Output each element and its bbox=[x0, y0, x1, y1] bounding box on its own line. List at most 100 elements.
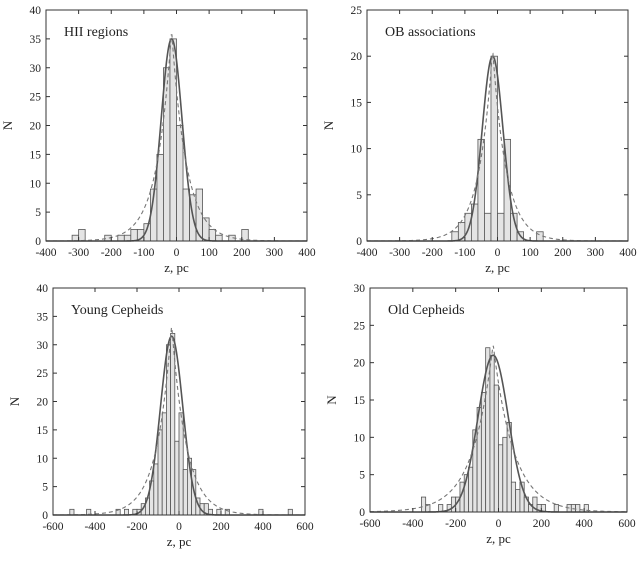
y-tick-label: 15 bbox=[351, 97, 363, 109]
y-tick-label: 30 bbox=[354, 283, 366, 295]
histogram-bar bbox=[493, 384, 499, 513]
y-tick-label: 10 bbox=[354, 432, 366, 444]
histogram-bar bbox=[515, 489, 521, 513]
y-tick-label: 5 bbox=[42, 482, 48, 494]
x-tick-label: -100 bbox=[133, 247, 154, 259]
histogram-bar bbox=[169, 38, 177, 242]
chart-title: OB associations bbox=[385, 25, 476, 40]
y-tick-label: 35 bbox=[37, 311, 49, 323]
x-tick-label: 200 bbox=[212, 521, 230, 533]
chart-title: HII regions bbox=[64, 25, 128, 40]
y-axis-label: N bbox=[7, 396, 22, 406]
histogram-bar bbox=[420, 496, 427, 513]
histogram-bar bbox=[484, 212, 492, 242]
x-tick-label: 0 bbox=[174, 247, 180, 259]
histogram-bar bbox=[182, 188, 190, 242]
y-tick-label: 40 bbox=[30, 5, 42, 17]
x-tick-label: 400 bbox=[298, 247, 316, 259]
chart-panel-2: -400 -300 -200 -100 0 100 200 300 400 0 5 10 15 20 25 z… bbox=[321, 5, 637, 275]
x-axis-label: z, pc bbox=[167, 534, 192, 549]
x-tick-label: -200 bbox=[445, 518, 466, 530]
y-tick-label: 0 bbox=[35, 236, 41, 248]
x-axis-label: z, pc bbox=[164, 260, 189, 275]
x-tick-label: -200 bbox=[422, 247, 443, 259]
histogram-bar bbox=[178, 412, 184, 516]
chart-title: Young Cepheids bbox=[71, 303, 163, 318]
y-tick-label: 20 bbox=[37, 397, 49, 409]
x-tick-label: 300 bbox=[587, 247, 605, 259]
y-tick-label: 5 bbox=[356, 190, 362, 202]
y-tick-label: 0 bbox=[356, 236, 362, 248]
x-axis-label: z, pc bbox=[486, 531, 511, 546]
histogram-bar bbox=[156, 153, 164, 242]
histogram-bar bbox=[490, 55, 498, 242]
y-axis-label: N bbox=[0, 120, 15, 130]
chart-panel-3: -600 -400 -200 0 200 400 600 0 5 10 15 20 25 30 35 40 z,… bbox=[7, 283, 314, 549]
x-tick-label: -400 bbox=[402, 518, 423, 530]
y-tick-label: 40 bbox=[37, 283, 49, 295]
histogram-bar bbox=[502, 436, 508, 513]
x-tick-label: 200 bbox=[554, 247, 572, 259]
histogram-bar bbox=[215, 234, 223, 242]
x-tick-label: 0 bbox=[496, 518, 502, 530]
x-tick-label: 400 bbox=[619, 247, 637, 259]
x-tick-label: 600 bbox=[296, 521, 314, 533]
histogram-bar bbox=[176, 125, 184, 242]
histogram-bar bbox=[69, 508, 75, 516]
x-tick-label: -300 bbox=[68, 247, 89, 259]
x-axis-label: z, pc bbox=[485, 260, 510, 275]
y-tick-label: 35 bbox=[30, 34, 42, 46]
histogram-bar bbox=[123, 234, 132, 242]
x-tick-label: 100 bbox=[522, 247, 540, 259]
y-tick-label: 20 bbox=[354, 358, 366, 370]
x-tick-label: 200 bbox=[233, 247, 251, 259]
y-tick-label: 20 bbox=[30, 121, 42, 133]
x-tick-label: -100 bbox=[454, 247, 475, 259]
histogram-bar bbox=[78, 229, 86, 242]
histogram-bar bbox=[182, 469, 188, 516]
y-tick-label: 25 bbox=[354, 320, 366, 332]
y-tick-label: 15 bbox=[37, 425, 49, 437]
histogram-bar bbox=[287, 508, 293, 516]
histogram-bar bbox=[163, 67, 171, 242]
histogram-bar bbox=[480, 392, 487, 513]
histogram-bar bbox=[165, 344, 171, 516]
histogram-bar bbox=[117, 234, 125, 242]
x-tick-label: 200 bbox=[533, 518, 551, 530]
x-tick-label: -200 bbox=[101, 247, 122, 259]
histogram-bar bbox=[575, 504, 581, 513]
y-tick-label: 0 bbox=[42, 510, 48, 522]
y-tick-label: 20 bbox=[351, 51, 363, 63]
histogram-bar bbox=[161, 412, 167, 516]
y-tick-label: 25 bbox=[37, 368, 49, 380]
histogram-bar bbox=[208, 229, 217, 242]
y-axis-label: N bbox=[324, 395, 339, 405]
y-tick-label: 15 bbox=[354, 395, 366, 407]
histogram-bar bbox=[468, 466, 474, 513]
x-tick-label: 300 bbox=[266, 247, 284, 259]
histogram-bar bbox=[216, 508, 222, 516]
histogram-bar bbox=[174, 440, 180, 516]
histogram-bar bbox=[153, 463, 159, 516]
x-tick-label: -200 bbox=[126, 521, 147, 533]
y-tick-label: 10 bbox=[37, 453, 49, 465]
histogram-bar bbox=[130, 229, 138, 242]
histogram-bar bbox=[489, 354, 495, 513]
x-tick-label: 400 bbox=[576, 518, 594, 530]
histogram-bar bbox=[553, 504, 559, 513]
x-tick-label: -300 bbox=[389, 247, 410, 259]
y-tick-label: 30 bbox=[37, 340, 49, 352]
y-tick-label: 5 bbox=[359, 470, 365, 482]
x-tick-label: 400 bbox=[254, 521, 272, 533]
y-tick-label: 10 bbox=[351, 144, 363, 156]
histogram-bar bbox=[157, 429, 163, 516]
histogram-bar bbox=[498, 444, 504, 513]
x-tick-label: -600 bbox=[359, 518, 380, 530]
x-tick-label: -600 bbox=[42, 521, 63, 533]
chart-panel-4: -600 -400 -200 0 200 400 600 0 5 10 15 20 25 30 z, pc N… bbox=[324, 283, 636, 546]
x-tick-label: -400 bbox=[356, 247, 377, 259]
x-tick-label: 600 bbox=[618, 518, 636, 530]
chart-panel-1: -400 -300 -200 -100 0 100 200 300 400 0 5 10 15 20 25 3… bbox=[0, 5, 316, 275]
x-tick-label: -400 bbox=[35, 247, 56, 259]
